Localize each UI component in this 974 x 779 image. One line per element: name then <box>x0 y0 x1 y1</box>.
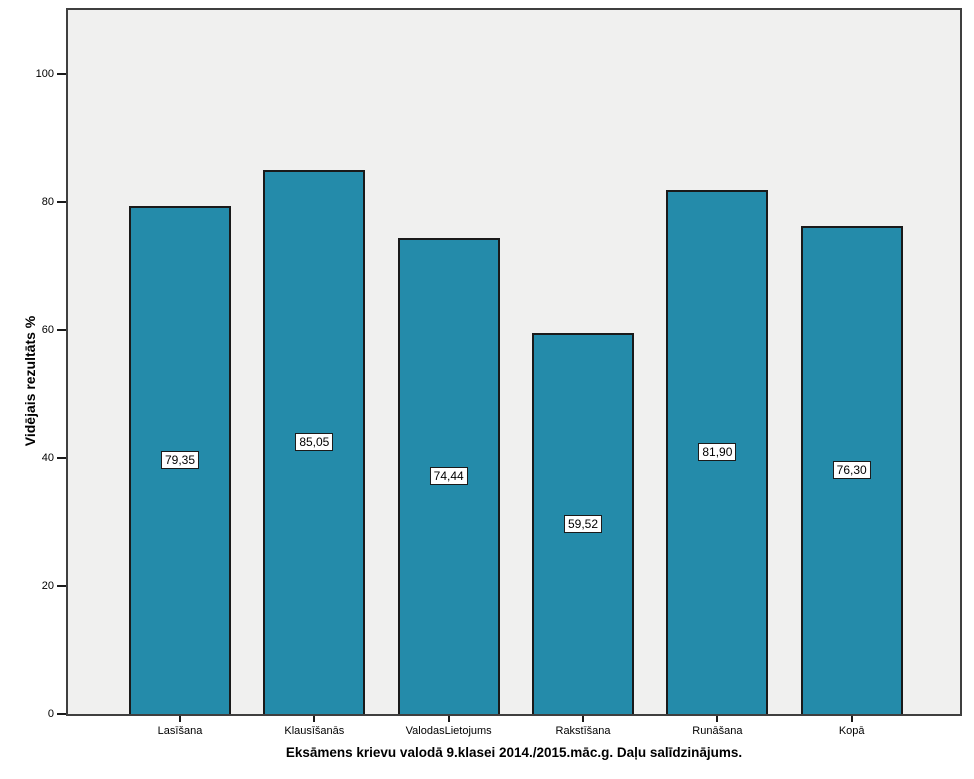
x-tick <box>447 716 450 722</box>
y-tick-label: 80 <box>41 196 54 208</box>
bar <box>532 333 635 714</box>
x-category-label: Klausīšanās <box>284 725 345 737</box>
bar-value-label: 74,44 <box>429 466 468 485</box>
x-tick <box>313 716 316 722</box>
y-tick-label: 20 <box>41 580 54 592</box>
y-tick <box>57 713 66 715</box>
x-tick <box>179 716 181 722</box>
y-tick <box>57 201 66 203</box>
bar-value-label: 76,30 <box>832 460 871 479</box>
y-tick-label: 60 <box>41 324 54 336</box>
x-category-label: Kopā <box>838 725 865 737</box>
bar-value-label: 59,52 <box>564 514 603 533</box>
x-category-label: ValodasLietojums <box>405 725 492 737</box>
y-tick <box>57 585 66 587</box>
x-tick <box>850 716 853 722</box>
bar-value-label: 79,35 <box>160 451 200 470</box>
y-tick-label: 100 <box>35 68 54 80</box>
y-tick <box>57 329 66 331</box>
chart-title: Eksāmens krievu valodā 9.klasei 2014./20… <box>285 745 743 760</box>
y-tick-label: 0 <box>47 708 54 720</box>
x-tick <box>716 716 719 722</box>
x-category-label: Rakstīšana <box>555 725 611 737</box>
y-tick <box>57 73 66 75</box>
plot-area: 79,35 85,05 74,44 59,52 81,90 76,30 <box>66 8 962 716</box>
y-tick-label: 40 <box>41 452 54 464</box>
x-category-label: Runāšana <box>692 725 743 737</box>
bar-value-label: 85,05 <box>295 432 334 451</box>
bar-value-label: 81,90 <box>698 442 737 461</box>
y-tick <box>57 457 66 459</box>
x-tick <box>582 716 585 722</box>
x-category-label: Lasīšana <box>157 725 203 737</box>
